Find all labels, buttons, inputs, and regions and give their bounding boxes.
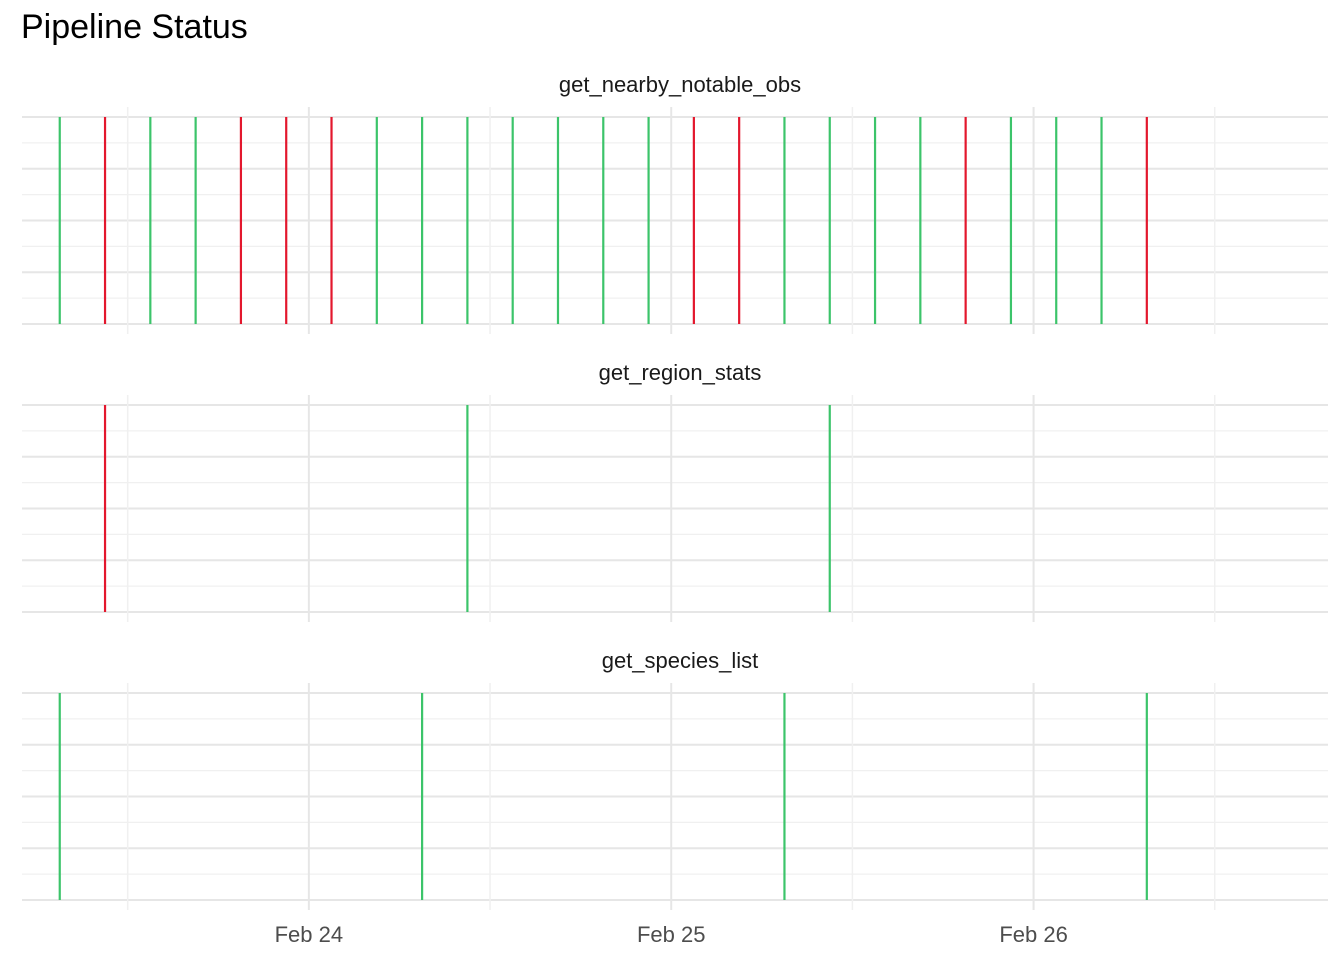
- x-tick-label: Feb 25: [637, 922, 706, 947]
- x-tick-label: Feb 26: [999, 922, 1068, 947]
- panel-title: get_nearby_notable_obs: [559, 72, 801, 97]
- panel-title: get_species_list: [602, 648, 759, 673]
- x-tick-label: Feb 24: [275, 922, 344, 947]
- chart-title: Pipeline Status: [21, 8, 248, 46]
- panel-title: get_region_stats: [599, 360, 762, 385]
